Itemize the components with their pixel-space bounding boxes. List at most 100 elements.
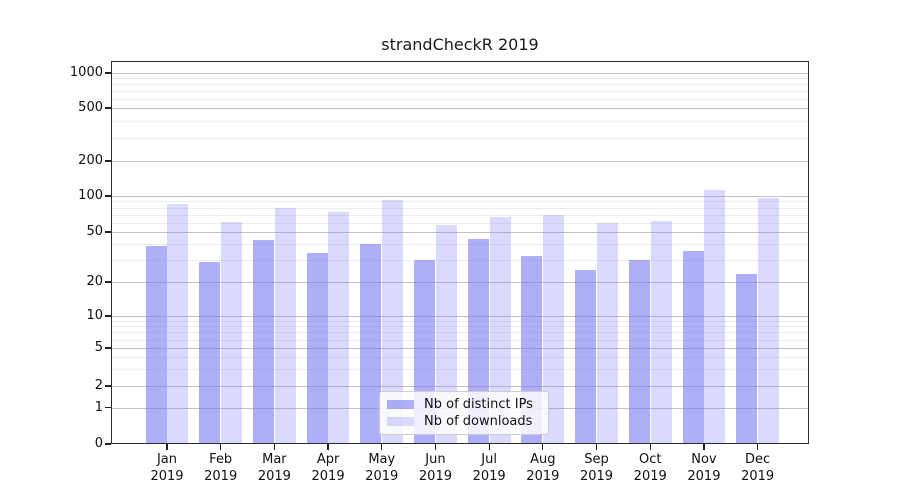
- bar-downloads-may: [382, 199, 404, 444]
- bar-downloads-jul: [489, 216, 511, 444]
- minor-gridline: [111, 137, 809, 139]
- x-tick-year: 2019: [257, 468, 291, 484]
- major-gridline: [111, 316, 809, 317]
- y-tick-label: 10: [86, 308, 103, 323]
- major-gridline: [111, 73, 809, 74]
- minor-gridline: [111, 369, 809, 371]
- x-tick-year: 2019: [526, 468, 560, 484]
- legend-swatch-downloads-icon: [387, 417, 414, 427]
- bar-downloads-nov: [704, 189, 726, 444]
- bar-ips-may: [360, 244, 382, 444]
- x-tick-month: Sep: [584, 452, 609, 467]
- x-tick-month: Oct: [638, 452, 662, 467]
- x-tick-mark: [381, 444, 383, 450]
- x-tick-mark: [273, 444, 276, 450]
- chart-title: strandCheckR 2019: [381, 35, 539, 54]
- bar-downloads-sep: [596, 222, 618, 444]
- y-tick-label: 50: [86, 224, 103, 239]
- legend-item-distinct-ips: Nb of distinct IPs: [387, 397, 541, 412]
- y-tick-mark: [105, 385, 111, 387]
- minor-gridline: [111, 259, 809, 261]
- y-tick-mark: [105, 107, 111, 109]
- x-tick-label: Feb 2019: [189, 452, 253, 485]
- y-tick-mark: [105, 347, 111, 349]
- major-gridline: [111, 282, 809, 283]
- x-tick-year: 2019: [633, 468, 667, 484]
- minor-gridline: [111, 326, 809, 328]
- minor-gridline: [111, 84, 809, 86]
- x-tick-mark: [220, 444, 222, 450]
- y-tick-mark: [105, 443, 111, 445]
- bar-ips-dec: [736, 274, 758, 444]
- y-tick-mark: [105, 281, 111, 283]
- minor-gridline: [111, 244, 809, 246]
- minor-gridline: [111, 214, 809, 216]
- legend-item-downloads: Nb of downloads: [387, 414, 541, 429]
- x-tick-mark: [595, 444, 598, 450]
- bar-downloads-feb: [221, 221, 243, 444]
- minor-gridline: [111, 78, 809, 80]
- plot-area: [111, 61, 809, 444]
- bar-downloads-apr: [328, 211, 350, 444]
- x-tick-year: 2019: [150, 468, 184, 484]
- y-tick-label: 200: [78, 153, 103, 168]
- x-tick-month: Feb: [209, 452, 233, 467]
- minor-gridline: [111, 207, 809, 209]
- minor-gridline: [111, 201, 809, 203]
- major-gridline: [111, 108, 809, 109]
- x-tick-year: 2019: [687, 468, 721, 484]
- minor-gridline: [111, 357, 809, 359]
- x-tick-label: Dec 2019: [726, 452, 790, 485]
- legend-swatch-distinct-ips-icon: [387, 399, 414, 409]
- x-tick-year: 2019: [472, 468, 506, 484]
- x-tick-month: May: [368, 452, 396, 467]
- x-tick-mark: [166, 444, 168, 450]
- y-tick-label: 20: [86, 274, 103, 289]
- bar-downloads-oct: [650, 220, 672, 444]
- x-tick-label: Sep 2019: [565, 452, 629, 485]
- minor-gridline: [111, 332, 809, 334]
- x-tick-mark: [649, 444, 651, 450]
- x-tick-month: Jul: [481, 452, 497, 467]
- y-tick-label: 2: [94, 378, 103, 393]
- major-gridline: [111, 196, 809, 197]
- bar-ips-feb: [199, 261, 221, 444]
- x-tick-label: Mar 2019: [242, 452, 306, 485]
- x-tick-mark: [542, 444, 544, 450]
- x-tick-month: Jun: [425, 452, 446, 467]
- x-tick-label: Aug 2019: [511, 452, 575, 485]
- x-tick-year: 2019: [741, 468, 775, 484]
- y-tick-mark: [105, 195, 111, 197]
- minor-gridline: [111, 120, 809, 122]
- x-tick-mark: [327, 444, 329, 450]
- x-tick-label: Jun 2019: [403, 452, 467, 485]
- x-tick-month: Nov: [691, 452, 717, 467]
- bar-ips-nov: [682, 251, 704, 444]
- y-tick-mark: [105, 160, 111, 162]
- bar-downloads-jan: [167, 204, 189, 444]
- major-gridline: [111, 232, 809, 233]
- minor-gridline: [111, 222, 809, 224]
- minor-gridline: [111, 320, 809, 322]
- minor-gridline: [111, 339, 809, 341]
- x-tick-month: Apr: [316, 452, 340, 467]
- x-tick-label: Jul 2019: [457, 452, 521, 485]
- minor-gridline: [111, 98, 809, 100]
- y-tick-mark: [105, 406, 111, 409]
- x-tick-month: Jan: [156, 452, 178, 467]
- major-gridline: [111, 161, 809, 162]
- x-tick-label: Oct 2019: [618, 452, 682, 485]
- x-tick-mark: [703, 444, 705, 450]
- major-gridline: [111, 386, 809, 387]
- x-tick-year: 2019: [365, 468, 399, 484]
- x-tick-year: 2019: [311, 468, 345, 484]
- bar-ips-sep: [575, 269, 597, 444]
- x-tick-label: Nov 2019: [672, 452, 736, 485]
- bar-ips-oct: [628, 259, 650, 444]
- y-tick-mark: [105, 231, 111, 233]
- x-tick-year: 2019: [418, 468, 452, 484]
- x-tick-month: Dec: [745, 452, 771, 467]
- minor-gridline: [111, 91, 809, 92]
- x-tick-label: Jan 2019: [135, 452, 199, 485]
